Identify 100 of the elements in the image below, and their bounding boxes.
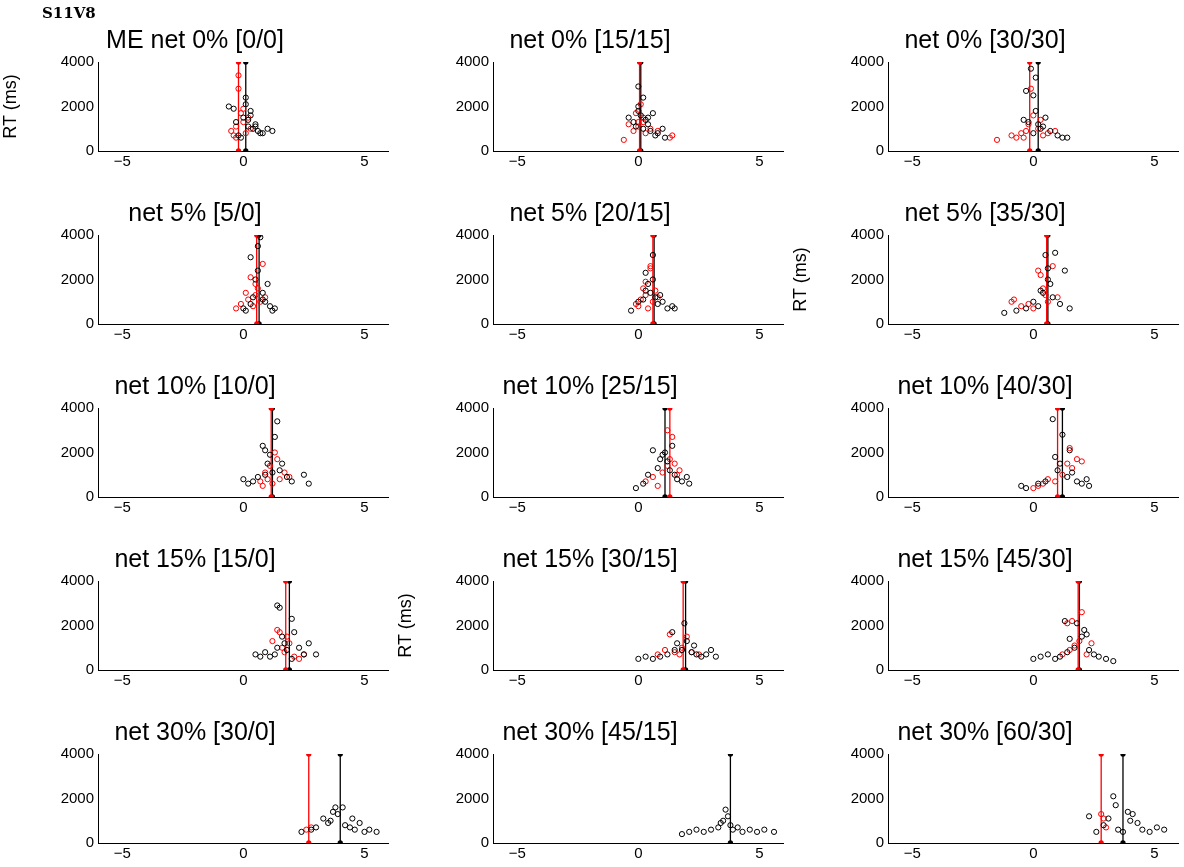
- chart-title: net 15% [15/0]: [114, 543, 276, 572]
- y-tick-label: 0: [875, 833, 884, 851]
- y-tick-label: 4000: [850, 571, 884, 589]
- y-tick-label: 2000: [850, 269, 884, 287]
- y-tick-label: 0: [85, 141, 94, 159]
- y-tick-label: 2000: [60, 269, 94, 287]
- x-tick-label: −5: [113, 152, 131, 170]
- y-tick-label: 0: [875, 487, 884, 505]
- x-tick-label: 5: [1150, 671, 1159, 689]
- y-tick-label: 2000: [850, 442, 884, 460]
- x-tick-label: −5: [113, 671, 131, 689]
- y-tick-label: 0: [480, 141, 489, 159]
- x-tick-label: 0: [1029, 152, 1038, 170]
- y-tick-label: 0: [480, 833, 489, 851]
- x-tick-label: 5: [360, 152, 369, 170]
- y-tick-label: 2000: [850, 788, 884, 806]
- y-tick-label: 4000: [455, 744, 489, 762]
- x-tick-label: 5: [755, 152, 764, 170]
- chart-title: ME net 0% [0/0]: [106, 24, 284, 53]
- y-tick-label: 2000: [850, 615, 884, 633]
- x-tick-label: −5: [508, 152, 526, 170]
- x-tick-label: 0: [634, 498, 643, 516]
- x-tick-label: 5: [360, 498, 369, 516]
- x-tick-label: −5: [113, 844, 131, 862]
- y-axis-title: RT (ms): [0, 74, 20, 139]
- y-tick-label: 0: [85, 487, 94, 505]
- y-tick-label: 4000: [850, 398, 884, 416]
- y-tick-label: 4000: [60, 744, 94, 762]
- y-tick-label: 0: [85, 833, 94, 851]
- y-tick-label: 0: [85, 660, 94, 678]
- x-tick-label: 5: [1150, 325, 1159, 343]
- x-tick-label: 5: [360, 671, 369, 689]
- y-tick-label: 0: [875, 314, 884, 332]
- y-tick-label: 4000: [60, 225, 94, 243]
- x-tick-label: −5: [903, 498, 921, 516]
- y-axis-title: RT (ms): [394, 593, 415, 658]
- chart-title: net 0% [15/15]: [509, 24, 671, 53]
- x-tick-label: 0: [634, 152, 643, 170]
- text: S11V8: [42, 4, 96, 22]
- chart-title: net 15% [45/30]: [897, 543, 1073, 572]
- x-tick-label: 5: [755, 844, 764, 862]
- chart-title: net 10% [25/15]: [502, 370, 678, 399]
- chart-title: net 5% [20/15]: [509, 197, 671, 226]
- chart-title: net 10% [40/30]: [897, 370, 1073, 399]
- x-tick-label: −5: [508, 844, 526, 862]
- x-tick-label: 5: [1150, 844, 1159, 862]
- y-tick-label: 2000: [60, 442, 94, 460]
- y-tick-label: 4000: [850, 744, 884, 762]
- y-tick-label: 4000: [455, 571, 489, 589]
- y-tick-label: 2000: [455, 96, 489, 114]
- x-tick-label: −5: [113, 498, 131, 516]
- chart-title: net 0% [30/30]: [904, 24, 1066, 53]
- x-tick-label: 0: [239, 152, 248, 170]
- x-tick-label: 0: [239, 844, 248, 862]
- x-tick-label: 5: [755, 325, 764, 343]
- x-tick-label: 0: [1029, 671, 1038, 689]
- chart-title: net 30% [30/0]: [114, 716, 276, 745]
- chart-title: net 5% [35/30]: [904, 197, 1066, 226]
- chart-title: net 10% [10/0]: [114, 370, 276, 399]
- x-tick-label: −5: [508, 498, 526, 516]
- x-tick-label: 0: [239, 671, 248, 689]
- y-tick-label: 2000: [60, 96, 94, 114]
- y-tick-label: 4000: [455, 398, 489, 416]
- x-tick-label: 0: [1029, 325, 1038, 343]
- y-tick-label: 2000: [455, 615, 489, 633]
- x-tick-label: −5: [113, 325, 131, 343]
- x-tick-label: 5: [1150, 498, 1159, 516]
- y-tick-label: 4000: [455, 225, 489, 243]
- y-tick-label: 2000: [850, 96, 884, 114]
- x-tick-label: 0: [239, 498, 248, 516]
- y-tick-label: 2000: [455, 269, 489, 287]
- y-tick-label: 2000: [455, 788, 489, 806]
- x-tick-label: −5: [508, 671, 526, 689]
- x-tick-label: −5: [903, 671, 921, 689]
- x-tick-label: 0: [1029, 844, 1038, 862]
- x-tick-label: −5: [903, 325, 921, 343]
- y-tick-label: 4000: [60, 52, 94, 70]
- y-tick-label: 2000: [455, 442, 489, 460]
- x-tick-label: 0: [634, 671, 643, 689]
- x-tick-label: 5: [1150, 152, 1159, 170]
- x-tick-label: 0: [239, 325, 248, 343]
- y-tick-label: 4000: [455, 52, 489, 70]
- y-tick-label: 2000: [60, 788, 94, 806]
- x-tick-label: 5: [755, 498, 764, 516]
- y-tick-label: 0: [875, 141, 884, 159]
- x-tick-label: 5: [755, 671, 764, 689]
- x-tick-label: 5: [360, 844, 369, 862]
- y-tick-label: 0: [85, 314, 94, 332]
- y-tick-label: 2000: [60, 615, 94, 633]
- chart-title: net 30% [45/15]: [502, 716, 678, 745]
- chart-title: net 5% [5/0]: [128, 197, 262, 226]
- x-tick-label: −5: [903, 152, 921, 170]
- x-tick-label: 0: [634, 844, 643, 862]
- y-tick-label: 4000: [850, 52, 884, 70]
- y-tick-label: 4000: [60, 571, 94, 589]
- x-tick-label: −5: [508, 325, 526, 343]
- y-tick-label: 4000: [60, 398, 94, 416]
- y-tick-label: 0: [480, 487, 489, 505]
- y-tick-label: 0: [480, 660, 489, 678]
- chart-title: net 15% [30/15]: [502, 543, 678, 572]
